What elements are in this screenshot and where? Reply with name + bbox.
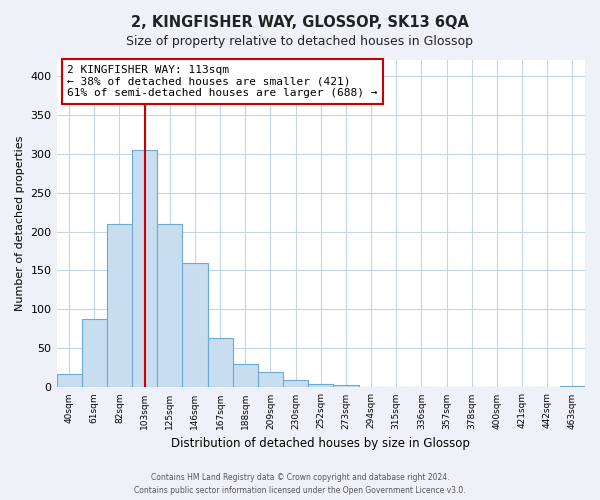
Bar (56, 374, 82, 388)
Bar (107, 224, 132, 388)
Bar (560, 386, 585, 388)
Bar (509, 386, 535, 388)
Bar (334, 385, 359, 388)
Bar (157, 224, 182, 388)
Bar (233, 364, 258, 388)
Text: Contains HM Land Registry data © Crown copyright and database right 2024.
Contai: Contains HM Land Registry data © Crown c… (134, 473, 466, 495)
Y-axis label: Number of detached properties: Number of detached properties (15, 136, 25, 312)
Bar (258, 372, 283, 388)
Bar (132, 150, 157, 388)
Bar (359, 386, 383, 388)
Bar (208, 338, 233, 388)
Bar (182, 262, 208, 388)
Bar (434, 386, 459, 388)
Text: 2 KINGFISHER WAY: 113sqm
← 38% of detached houses are smaller (421)
61% of semi-: 2 KINGFISHER WAY: 113sqm ← 38% of detach… (67, 65, 377, 98)
Bar (82, 319, 107, 388)
Text: Size of property relative to detached houses in Glossop: Size of property relative to detached ho… (127, 35, 473, 48)
Bar (283, 380, 308, 388)
Bar (308, 384, 334, 388)
X-axis label: Distribution of detached houses by size in Glossop: Distribution of detached houses by size … (172, 437, 470, 450)
Text: 2, KINGFISHER WAY, GLOSSOP, SK13 6QA: 2, KINGFISHER WAY, GLOSSOP, SK13 6QA (131, 15, 469, 30)
Bar (383, 386, 409, 388)
